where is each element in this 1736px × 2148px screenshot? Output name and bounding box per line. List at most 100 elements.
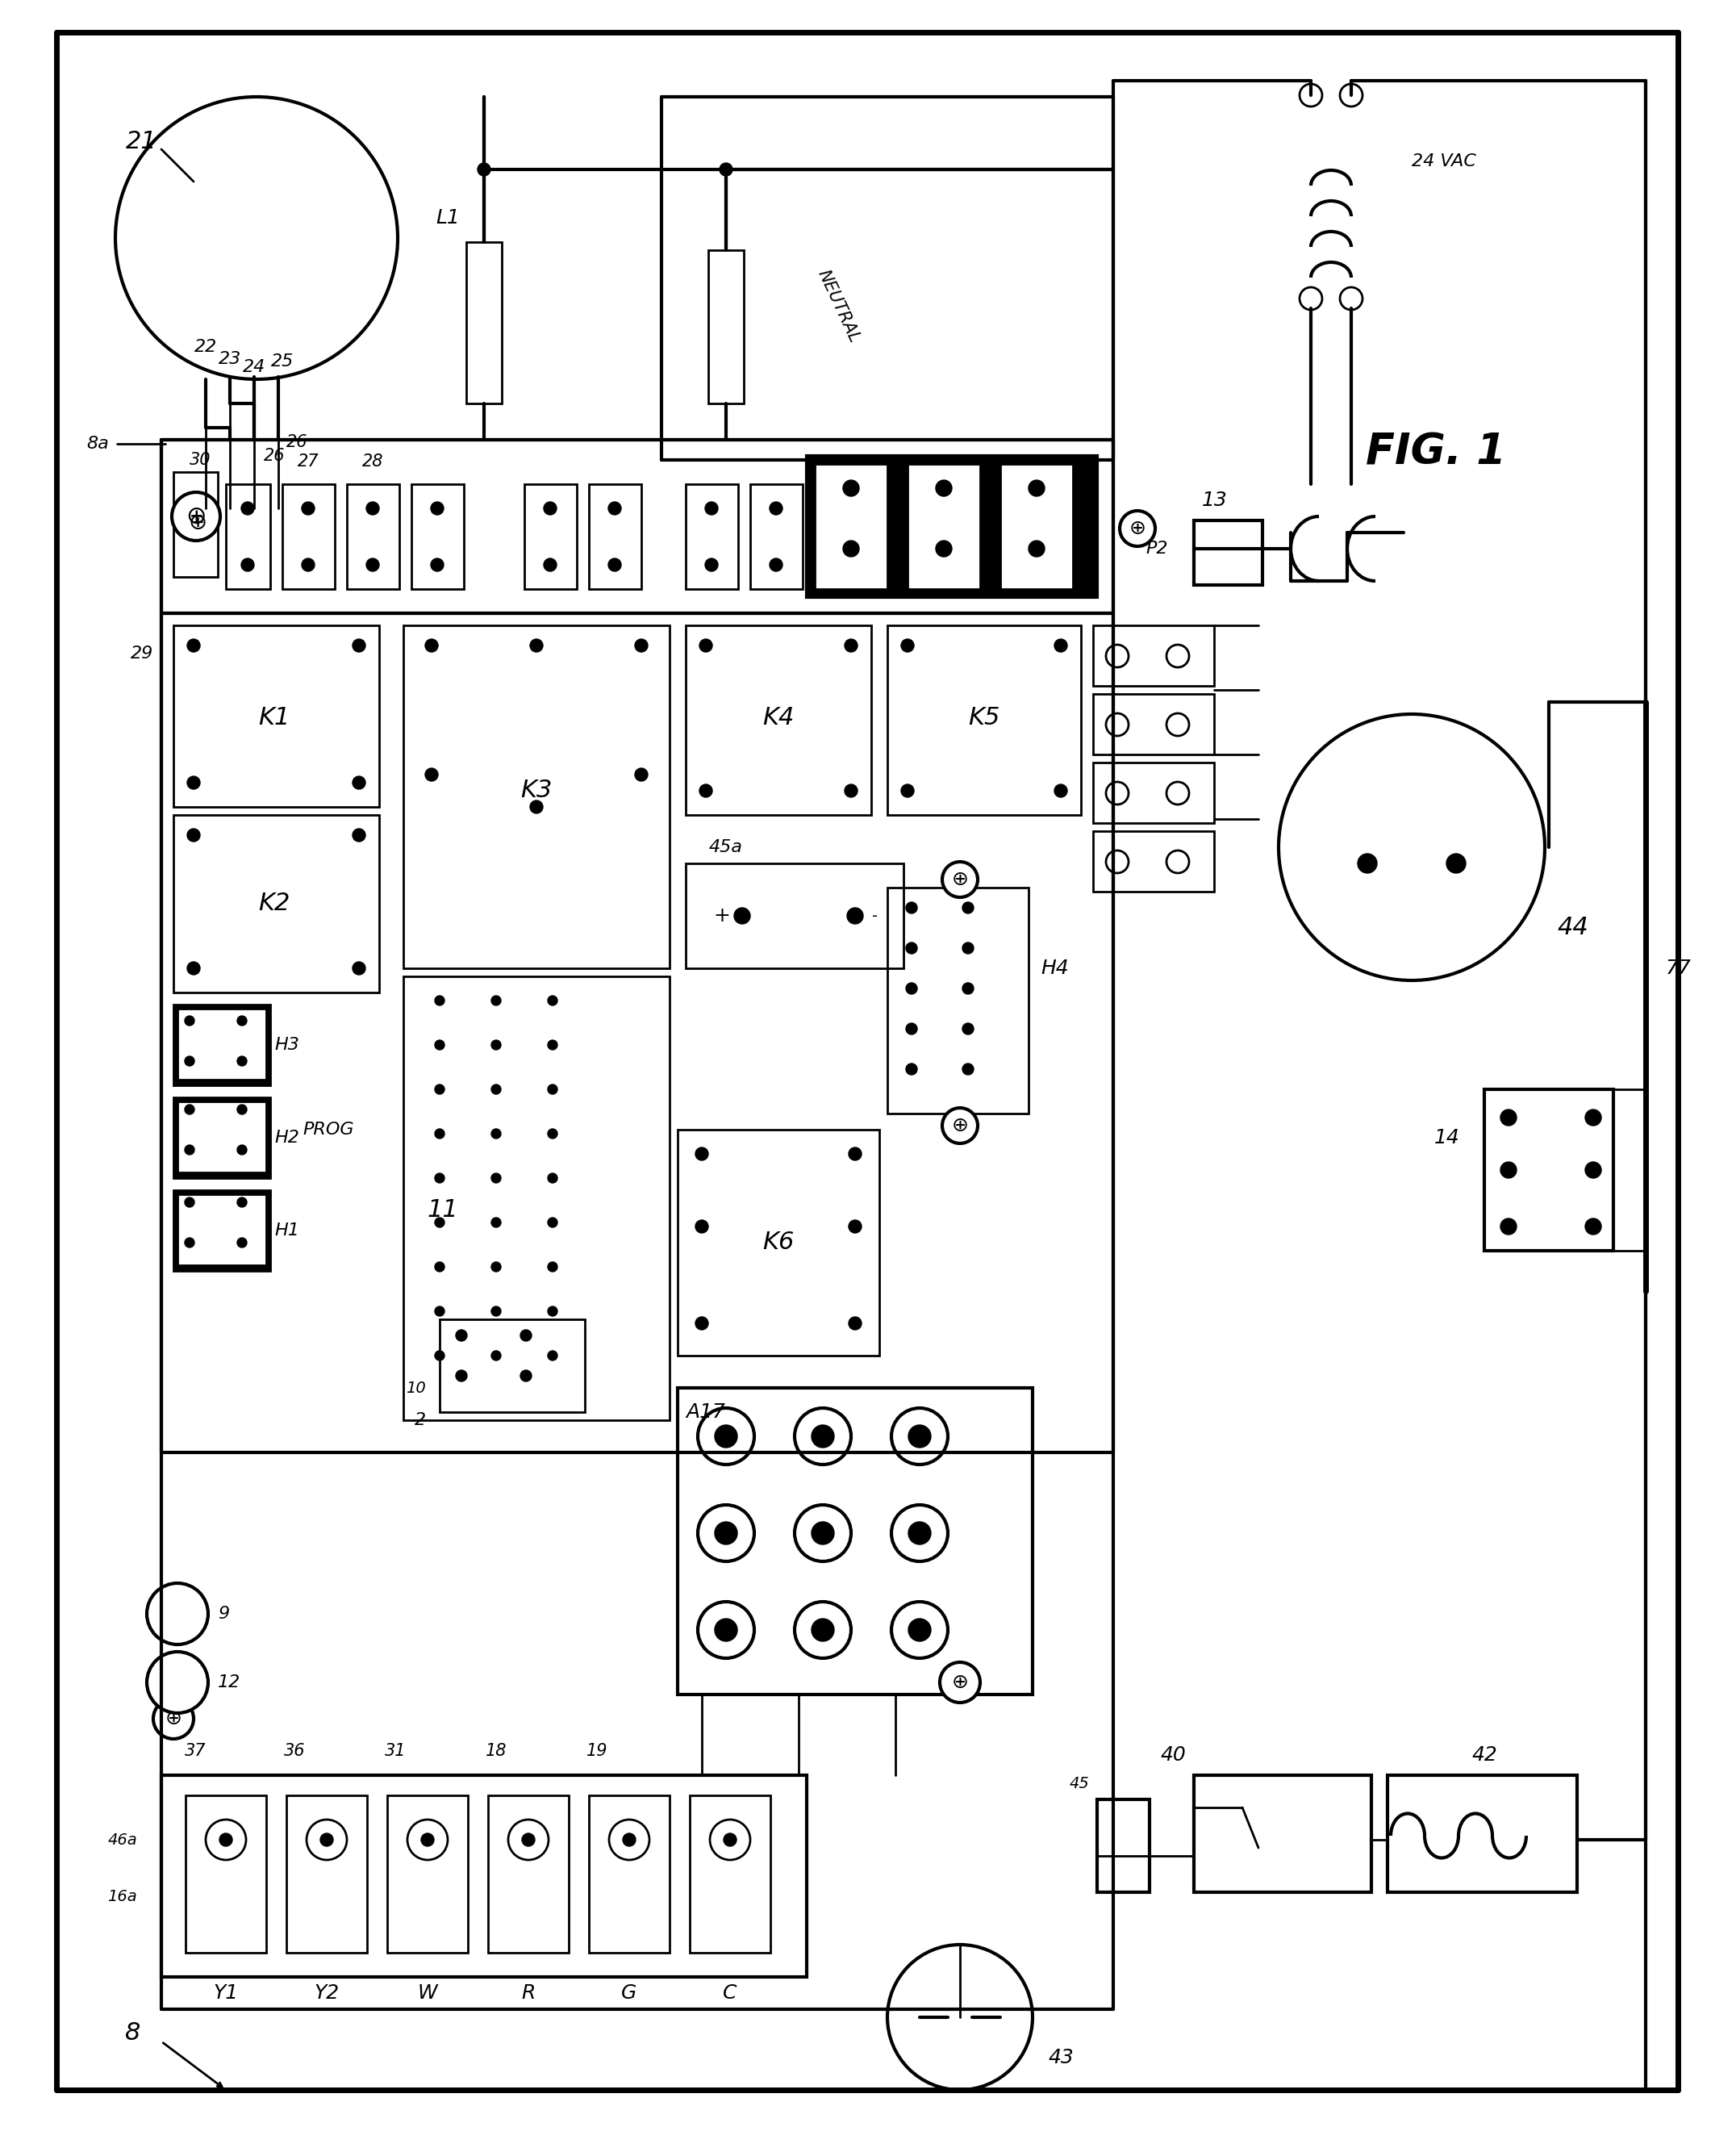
- Circle shape: [1028, 541, 1045, 556]
- Bar: [177, 1102, 266, 1173]
- Text: R: R: [521, 1983, 535, 2002]
- Circle shape: [366, 503, 378, 516]
- Circle shape: [1446, 853, 1465, 872]
- Circle shape: [1344, 290, 1359, 307]
- Bar: [1484, 1089, 1613, 1250]
- Circle shape: [1300, 288, 1323, 309]
- Circle shape: [431, 503, 444, 516]
- Circle shape: [153, 1699, 194, 1740]
- Text: ⊕: ⊕: [951, 870, 969, 889]
- Circle shape: [457, 1330, 467, 1340]
- Circle shape: [366, 558, 378, 571]
- Text: ⊕: ⊕: [1128, 520, 1146, 539]
- Text: H1: H1: [274, 1222, 299, 1239]
- Circle shape: [238, 1016, 247, 1025]
- Text: 16a: 16a: [108, 1888, 137, 1903]
- Circle shape: [901, 784, 913, 797]
- Bar: [1094, 694, 1213, 754]
- Circle shape: [1340, 84, 1363, 107]
- Circle shape: [205, 1819, 247, 1860]
- Circle shape: [734, 909, 750, 924]
- Text: 46a: 46a: [108, 1832, 137, 1847]
- Circle shape: [549, 1085, 557, 1093]
- Circle shape: [849, 1220, 861, 1233]
- Bar: [283, 483, 335, 589]
- Circle shape: [238, 1196, 247, 1207]
- Circle shape: [849, 1317, 861, 1330]
- Circle shape: [962, 943, 974, 954]
- Circle shape: [635, 640, 648, 653]
- Circle shape: [549, 1173, 557, 1184]
- Text: P2: P2: [1146, 541, 1168, 556]
- Text: 27: 27: [297, 453, 319, 470]
- Circle shape: [936, 541, 951, 556]
- Text: NEUTRAL: NEUTRAL: [814, 268, 863, 346]
- Circle shape: [849, 1147, 861, 1160]
- Text: 14: 14: [1434, 1128, 1460, 1147]
- Circle shape: [1167, 713, 1189, 737]
- Circle shape: [307, 1819, 347, 1860]
- Circle shape: [425, 640, 437, 653]
- Bar: [686, 625, 871, 814]
- Circle shape: [609, 1819, 649, 1860]
- Circle shape: [434, 1130, 444, 1138]
- Text: A17: A17: [686, 1403, 726, 1422]
- Bar: [439, 1319, 585, 1411]
- Text: 77: 77: [1667, 958, 1691, 977]
- Bar: [1094, 763, 1213, 823]
- Text: 37: 37: [184, 1742, 207, 1759]
- Circle shape: [1109, 855, 1125, 870]
- Circle shape: [1109, 649, 1125, 664]
- Circle shape: [491, 1130, 502, 1138]
- Circle shape: [148, 1583, 208, 1645]
- Bar: [161, 1774, 807, 1976]
- Bar: [467, 243, 502, 404]
- Circle shape: [1279, 713, 1545, 979]
- Circle shape: [608, 503, 621, 516]
- Bar: [686, 483, 738, 589]
- Text: 21: 21: [125, 129, 156, 153]
- Text: 26: 26: [286, 434, 307, 451]
- Text: ⊕: ⊕: [165, 1710, 182, 1729]
- Circle shape: [795, 1602, 851, 1658]
- Text: K3: K3: [521, 780, 552, 803]
- Text: 23: 23: [219, 350, 241, 367]
- Circle shape: [1109, 717, 1125, 732]
- Text: W: W: [418, 1983, 437, 2002]
- Text: 19: 19: [587, 1742, 608, 1759]
- Circle shape: [457, 1370, 467, 1381]
- Circle shape: [319, 1832, 333, 1847]
- Circle shape: [887, 1944, 1033, 2090]
- Bar: [174, 1190, 271, 1272]
- Circle shape: [1585, 1218, 1601, 1235]
- Circle shape: [434, 1085, 444, 1093]
- Bar: [347, 483, 399, 589]
- Circle shape: [1585, 1111, 1601, 1126]
- Circle shape: [434, 1351, 444, 1360]
- Circle shape: [844, 481, 859, 496]
- Circle shape: [238, 1104, 247, 1115]
- Circle shape: [529, 640, 543, 653]
- Circle shape: [434, 1173, 444, 1184]
- Circle shape: [148, 1652, 208, 1714]
- Circle shape: [491, 1040, 502, 1050]
- Text: 24 VAC: 24 VAC: [1411, 153, 1476, 170]
- Text: Y1: Y1: [214, 1983, 238, 2002]
- Bar: [887, 887, 1028, 1113]
- Circle shape: [906, 1063, 917, 1074]
- Circle shape: [549, 1130, 557, 1138]
- Circle shape: [187, 775, 200, 788]
- Circle shape: [1170, 786, 1186, 801]
- Text: 25: 25: [271, 354, 293, 369]
- Bar: [807, 455, 1097, 597]
- Text: 2: 2: [415, 1411, 425, 1428]
- Circle shape: [1106, 644, 1128, 668]
- Circle shape: [769, 503, 783, 516]
- Circle shape: [491, 1173, 502, 1184]
- Circle shape: [491, 1263, 502, 1272]
- Circle shape: [891, 1506, 948, 1562]
- Circle shape: [1028, 481, 1045, 496]
- Circle shape: [352, 775, 366, 788]
- Text: C: C: [722, 1983, 738, 2002]
- Circle shape: [477, 163, 491, 176]
